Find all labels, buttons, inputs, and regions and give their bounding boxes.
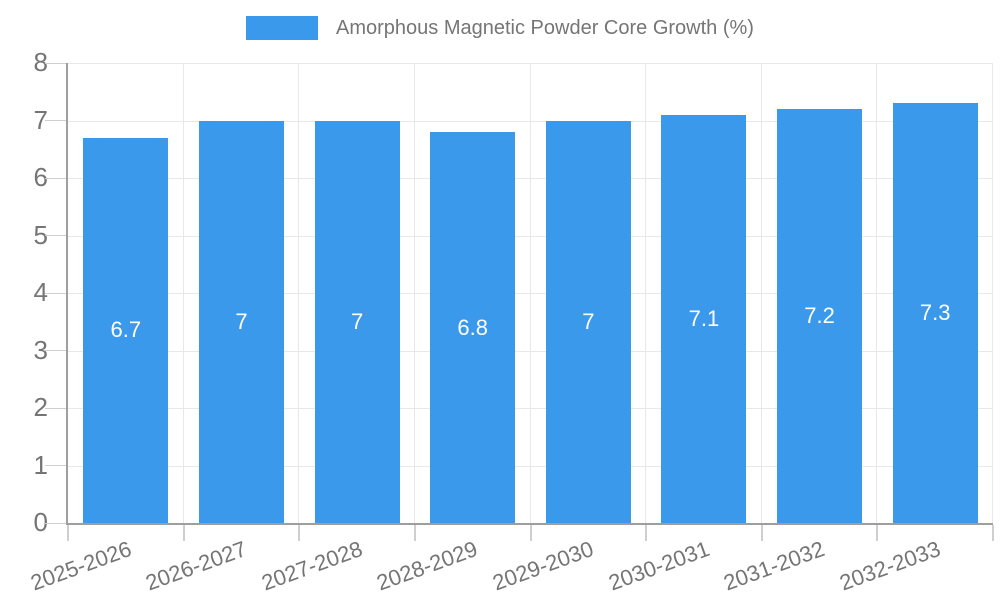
- plot-area: 6.7 7 7 6.8 7 7.1 7.2 7.3: [66, 63, 993, 525]
- gridline-vertical: [992, 63, 993, 523]
- x-axis-tick: [876, 525, 879, 541]
- gridline-vertical: [760, 63, 762, 523]
- y-axis-tick-label: 8: [33, 46, 48, 77]
- legend-swatch: [246, 16, 319, 40]
- y-axis-tick-label: 0: [33, 506, 48, 537]
- legend: Amorphous Magnetic Powder Core Growth (%…: [0, 16, 1000, 40]
- y-axis-tick-label: 2: [33, 391, 48, 422]
- bar-value-label: 7.3: [919, 300, 951, 326]
- y-axis-tick-label: 7: [33, 104, 48, 135]
- bar[interactable]: 7: [545, 120, 631, 523]
- gridline-horizontal: [68, 465, 993, 467]
- bar-value-label: 7.1: [688, 305, 720, 331]
- gridline-vertical: [876, 63, 878, 523]
- x-axis-tick: [182, 525, 185, 541]
- bar[interactable]: 6.8: [430, 132, 516, 523]
- x-axis-tick: [760, 525, 763, 541]
- x-axis-label: 2027-2028: [258, 536, 366, 596]
- gridline-vertical: [529, 63, 531, 523]
- x-axis-tick: [992, 525, 994, 541]
- y-axis-tick-label: 4: [33, 276, 48, 307]
- x-axis-tick: [67, 525, 69, 541]
- x-axis-label: 2032-2033: [836, 536, 944, 596]
- bar[interactable]: 7: [314, 120, 400, 523]
- x-axis-label: 2029-2030: [489, 536, 597, 596]
- gridline-horizontal: [68, 350, 993, 352]
- bar-value-label: 7.2: [804, 303, 835, 328]
- y-axis-tick: [45, 62, 66, 64]
- x-axis-tick: [298, 525, 301, 541]
- gridline-vertical: [298, 63, 300, 523]
- gridline-vertical: [182, 63, 184, 523]
- gridline-horizontal: [68, 408, 993, 409]
- bar[interactable]: 7.1: [661, 114, 747, 523]
- x-axis-label: 2026-2027: [142, 536, 250, 596]
- bar-value-label: 7: [582, 308, 595, 334]
- gridline-horizontal: [68, 293, 993, 294]
- bar[interactable]: 7: [198, 120, 284, 523]
- y-axis-tick: [45, 235, 66, 236]
- gridline-horizontal: [68, 120, 993, 122]
- x-axis-label: 2030-2031: [605, 536, 713, 596]
- bar-value-label: 6.8: [457, 314, 488, 340]
- bar-value-label: 7: [235, 308, 248, 334]
- gridline-horizontal: [68, 178, 993, 179]
- gridline-vertical: [645, 63, 647, 523]
- bar[interactable]: 7.3: [892, 103, 978, 523]
- bar[interactable]: 7.2: [777, 109, 863, 523]
- x-axis-label: 2028-2029: [373, 536, 482, 596]
- x-axis-label: 2025-2026: [26, 536, 135, 596]
- gridline-vertical: [413, 63, 415, 523]
- y-axis-tick: [45, 292, 66, 294]
- y-axis-tick: [45, 120, 66, 121]
- legend-label: Amorphous Magnetic Powder Core Growth (%…: [336, 16, 754, 39]
- y-axis-tick: [45, 177, 66, 179]
- y-axis-tick: [45, 465, 66, 466]
- gridline-horizontal: [68, 235, 993, 237]
- legend-item[interactable]: Amorphous Magnetic Powder Core Growth (%…: [246, 16, 754, 40]
- x-axis-tick: [413, 525, 416, 541]
- y-axis-tick-label: 3: [33, 334, 48, 365]
- bar-value-label: 6.7: [110, 317, 142, 343]
- y-axis-tick-label: 1: [33, 449, 48, 480]
- x-axis-label: 2031-2032: [720, 536, 829, 596]
- y-axis-tick: [45, 522, 66, 524]
- x-axis-tick: [529, 525, 532, 541]
- bar[interactable]: 6.7: [83, 137, 169, 523]
- gridline-horizontal: [68, 63, 993, 64]
- y-axis-tick-label: 5: [33, 219, 48, 250]
- y-axis-tick: [45, 407, 66, 409]
- bar-value-label: 7: [350, 308, 364, 334]
- x-axis-tick: [645, 525, 648, 541]
- y-axis-tick-label: 6: [33, 161, 48, 192]
- y-axis-tick: [45, 350, 66, 351]
